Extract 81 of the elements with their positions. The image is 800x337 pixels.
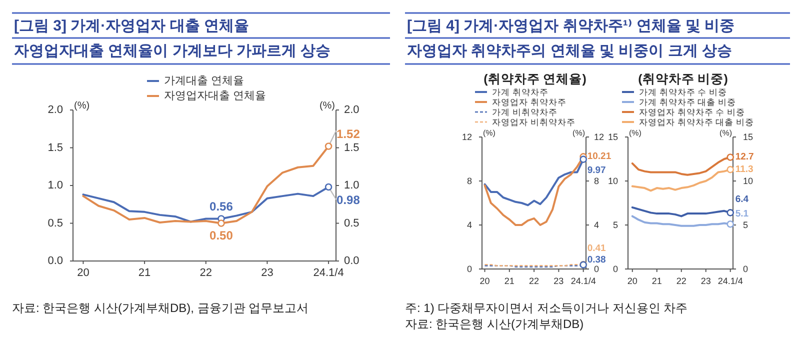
x-tick-label: 23 (700, 276, 711, 286)
y2-tick-label: 4 (594, 220, 600, 230)
legend-label: 자영업자 비취약차주 (492, 117, 576, 127)
y2-tick-label: 15 (743, 132, 754, 142)
text: 자료: 한국은행 시산(가계부채DB), 금융기관 업무보고서 (12, 301, 309, 315)
chart-title: (취약차주 비중) (638, 72, 728, 86)
x-tick-label: 20 (480, 276, 490, 286)
legend-label: 자영업자대출 연체율 (164, 90, 266, 102)
y2-tick-label: 2.0 (344, 104, 360, 116)
annotation: 0.41 (587, 242, 607, 254)
y-tick-label: 15 (608, 132, 618, 142)
annotation: 12.7 (735, 152, 754, 163)
y2-tick-label: 8 (594, 176, 600, 186)
y2-tick-label: 0 (743, 264, 748, 274)
y2-axis-title: (%) (572, 128, 586, 138)
legend-label: 가계대출 연체율 (164, 75, 244, 87)
x-tick-label: 24.1/4 (718, 276, 743, 286)
y-tick-label: 12 (462, 132, 472, 142)
legend-label: 가계 취약차주 수 비중 (639, 87, 728, 97)
annotation: 5.1 (735, 208, 750, 220)
y2-tick-label: 0 (594, 264, 600, 274)
legend-label: 가계 취약차주 (492, 87, 548, 97)
point (218, 220, 225, 227)
x-tick-label: 21 (138, 267, 151, 279)
annotation: 6.4 (735, 194, 750, 206)
x-tick-label: 20 (627, 276, 638, 286)
y2-tick-label: 1.0 (344, 180, 360, 192)
x-tick-label: 22 (529, 276, 540, 286)
y-tick-label: 1.0 (48, 180, 63, 192)
y2-tick-label: 1.5 (344, 142, 360, 154)
y-tick-label: 10 (608, 176, 618, 186)
y-tick-label: 0 (612, 264, 618, 274)
annotation: 1.52 (336, 127, 360, 142)
text: 자료: 한국은행 시산(가계부채DB) (405, 317, 584, 331)
y-tick-label: 1.5 (48, 142, 63, 154)
y2-axis-title: (%) (720, 128, 732, 138)
legend-label: 자영업자 취약차주 대출 비중 (639, 117, 754, 127)
x-tick-label: 22 (200, 267, 212, 279)
y-tick-label: 0.0 (48, 255, 63, 267)
text: 주: 1) 다중채무자이면서 저소득이거나 저신용인 차주 (405, 301, 688, 315)
point (324, 142, 332, 150)
x-tick-label: 24.1/4 (313, 267, 344, 279)
x-tick-label: 22 (676, 276, 686, 286)
legend-label: 자영업자 취약차주 (492, 97, 566, 107)
annotation: 0.56 (210, 200, 234, 214)
y-tick-label: 2.0 (48, 104, 63, 116)
x-tick-label: 23 (554, 276, 564, 286)
x-tick-label: 24.1/4 (570, 276, 596, 286)
legend-label: 자영업자 취약차주 수 비중 (639, 107, 746, 117)
point (324, 183, 332, 191)
annotation: 0.98 (336, 193, 360, 208)
annotation: 0.38 (587, 254, 606, 266)
y-axis-title: (%) (629, 128, 642, 138)
y-tick-label: 4 (466, 220, 472, 230)
y2-tick-label: 0.0 (344, 255, 360, 267)
annotation: 10.21 (587, 151, 612, 162)
annotation: 11.3 (735, 164, 754, 176)
chart-title: [그림 4] 가계·자영업자 취약차주¹⁾ 연체율 및 비중 (407, 18, 735, 34)
x-tick-label: 21 (652, 276, 662, 286)
y2-tick-label: 12 (594, 132, 604, 142)
y-tick-label: 5 (612, 220, 618, 230)
y-tick-label: 0 (466, 264, 472, 274)
y2-tick-label: 0.5 (344, 217, 360, 230)
x-tick-label: 23 (261, 267, 274, 279)
y2-axis-title: (%) (319, 100, 335, 112)
y-axis-title: (%) (483, 128, 496, 138)
legend-label: 가계 취약차주 대출 비중 (639, 97, 736, 107)
y-tick-label: 8 (466, 176, 472, 186)
annotation: 9.97 (587, 164, 606, 176)
y2-tick-label: 5 (743, 220, 748, 230)
chart-subtitle: 자영업자 취약차주의 연체율 및 비중이 크게 상승 (407, 42, 732, 60)
annotation: 0.50 (210, 228, 234, 242)
chart-subtitle: 자영업자대출 연체율이 가계보다 가파르게 상승 (14, 42, 331, 60)
x-tick-label: 20 (77, 267, 90, 279)
legend-label: 가계 비취약차주 (492, 107, 558, 117)
text: (취약차주 연체율) (484, 72, 586, 86)
y-axis-title: (%) (74, 100, 90, 112)
chart-title: [그림 3] 가계·자영업자 대출 연체율 (14, 18, 249, 34)
y-tick-label: 0.5 (48, 217, 63, 230)
x-tick-label: 21 (504, 276, 514, 286)
y2-tick-label: 10 (743, 176, 754, 186)
